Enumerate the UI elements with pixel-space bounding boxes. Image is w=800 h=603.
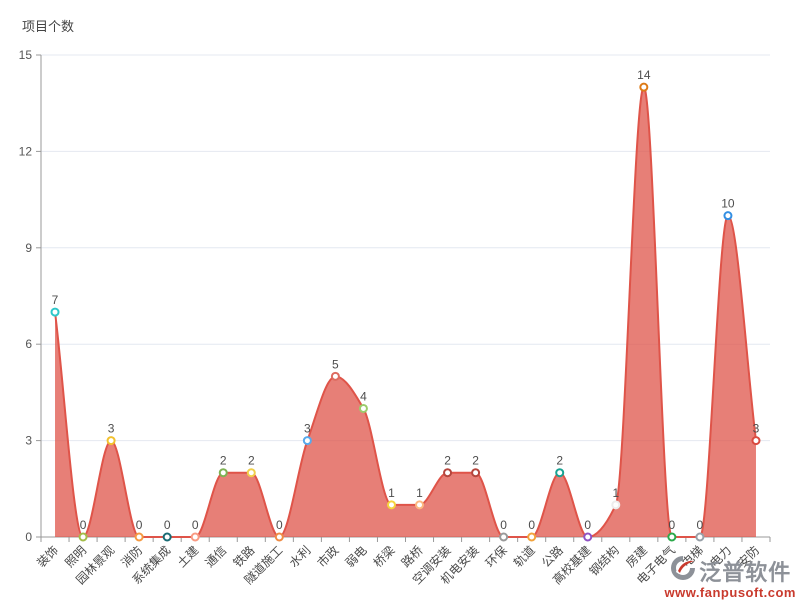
data-point-marker[interactable] [471,468,481,478]
watermark-brand: 泛普软件 [699,559,792,585]
y-axis-tick-label: 0 [25,530,32,544]
value-label: 0 [276,518,283,532]
data-point-marker[interactable] [330,371,340,381]
data-point-marker[interactable] [583,532,593,542]
data-point-marker[interactable] [246,468,256,478]
data-point-marker[interactable] [106,436,116,446]
value-label: 0 [584,518,591,532]
data-point-marker[interactable] [134,532,144,542]
value-label: 1 [416,486,423,500]
x-axis-category-label: 轨道 [511,543,538,570]
data-point-marker[interactable] [639,82,649,92]
value-label: 3 [753,422,760,436]
data-point-marker[interactable] [190,532,200,542]
watermark: 泛普软件 www.fanpusoft.com [664,554,796,600]
watermark-url: www.fanpusoft.com [664,585,796,600]
value-label: 0 [697,518,704,532]
x-axis-category-label: 通信 [202,543,229,570]
data-point-marker[interactable] [386,500,396,510]
value-label: 0 [136,518,143,532]
data-point-marker[interactable] [302,436,312,446]
value-label: 14 [637,68,651,82]
value-label: 0 [500,518,507,532]
value-label: 2 [472,454,479,468]
value-label: 2 [220,454,227,468]
value-label: 0 [164,518,171,532]
data-point-marker[interactable] [443,468,453,478]
data-point-marker[interactable] [218,468,228,478]
x-axis-category-label: 装饰 [34,543,61,570]
data-point-marker[interactable] [415,500,425,510]
x-axis-category-label: 环保 [483,543,510,570]
data-point-marker[interactable] [667,532,677,542]
value-label: 0 [528,518,535,532]
data-point-marker[interactable] [695,532,705,542]
value-label: 2 [248,454,255,468]
data-point-marker[interactable] [723,211,733,221]
value-label: 0 [80,518,87,532]
data-point-marker[interactable] [358,403,368,413]
data-point-marker[interactable] [527,532,537,542]
fanpusoft-logo-icon [669,554,697,587]
value-label: 2 [556,454,563,468]
data-point-marker[interactable] [78,532,88,542]
data-point-marker[interactable] [751,436,761,446]
y-axis-tick-label: 12 [19,144,33,158]
y-axis-tick-label: 3 [25,434,32,448]
x-axis-category-label: 市政 [314,543,342,571]
y-axis-tick-label: 15 [19,48,33,62]
value-label: 10 [721,197,735,211]
x-axis-category-label: 钢结构 [586,543,622,579]
value-label: 4 [360,389,367,403]
data-point-marker[interactable] [611,500,621,510]
x-axis-category-label: 水利 [287,543,314,570]
data-point-marker[interactable] [274,532,284,542]
data-point-marker[interactable] [555,468,565,478]
data-point-marker[interactable] [50,307,60,317]
value-label: 5 [332,357,339,371]
value-label: 0 [669,518,676,532]
value-label: 3 [108,422,115,436]
data-point-marker[interactable] [162,532,172,542]
value-label: 7 [52,293,59,307]
y-axis-tick-label: 9 [25,241,32,255]
x-axis-category-label: 弱电 [343,543,370,570]
x-axis-category-label: 土建 [174,543,201,570]
value-label: 2 [444,454,451,468]
data-point-marker[interactable] [499,532,509,542]
y-axis-tick-label: 6 [25,337,32,351]
value-label: 0 [192,518,199,532]
value-label: 3 [304,422,311,436]
value-label: 1 [388,486,395,500]
value-label: 1 [612,486,619,500]
y-axis-title: 项目个数 [22,19,75,34]
x-axis-category-label: 桥梁 [370,543,398,571]
